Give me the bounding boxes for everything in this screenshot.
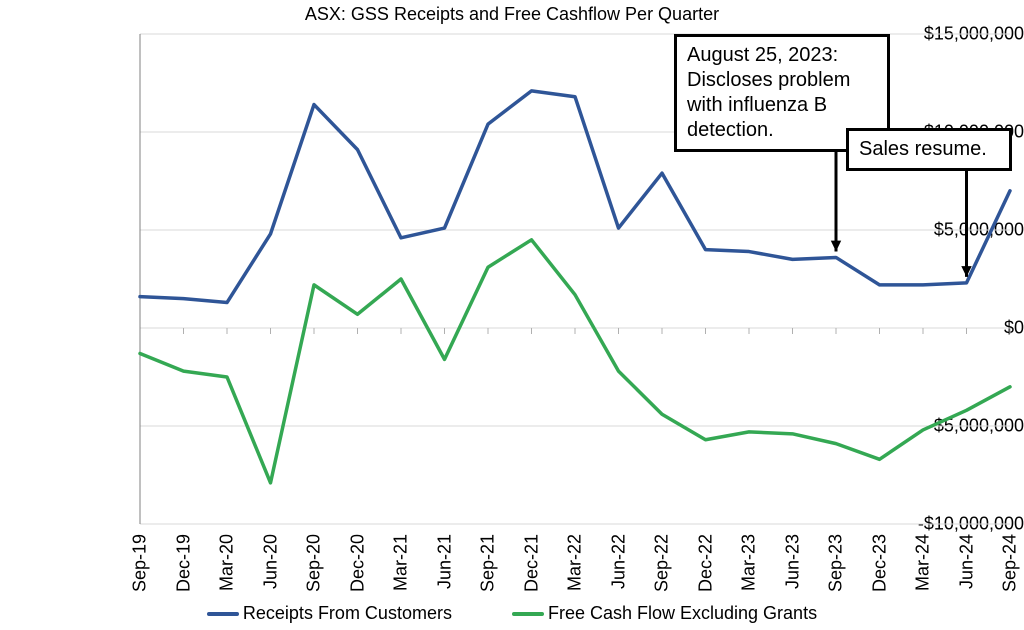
legend-swatch-fcf — [512, 612, 544, 616]
legend-item-receipts: Receipts From Customers — [207, 603, 452, 624]
legend-label-receipts: Receipts From Customers — [243, 603, 452, 624]
legend-swatch-receipts — [207, 612, 239, 616]
annotation-sales-resume-note: Sales resume. — [846, 128, 1012, 171]
legend-item-fcf: Free Cash Flow Excluding Grants — [512, 603, 817, 624]
legend-label-fcf: Free Cash Flow Excluding Grants — [548, 603, 817, 624]
legend: Receipts From Customers Free Cash Flow E… — [0, 603, 1024, 624]
chart-container: ASX: GSS Receipts and Free Cashflow Per … — [0, 0, 1024, 630]
